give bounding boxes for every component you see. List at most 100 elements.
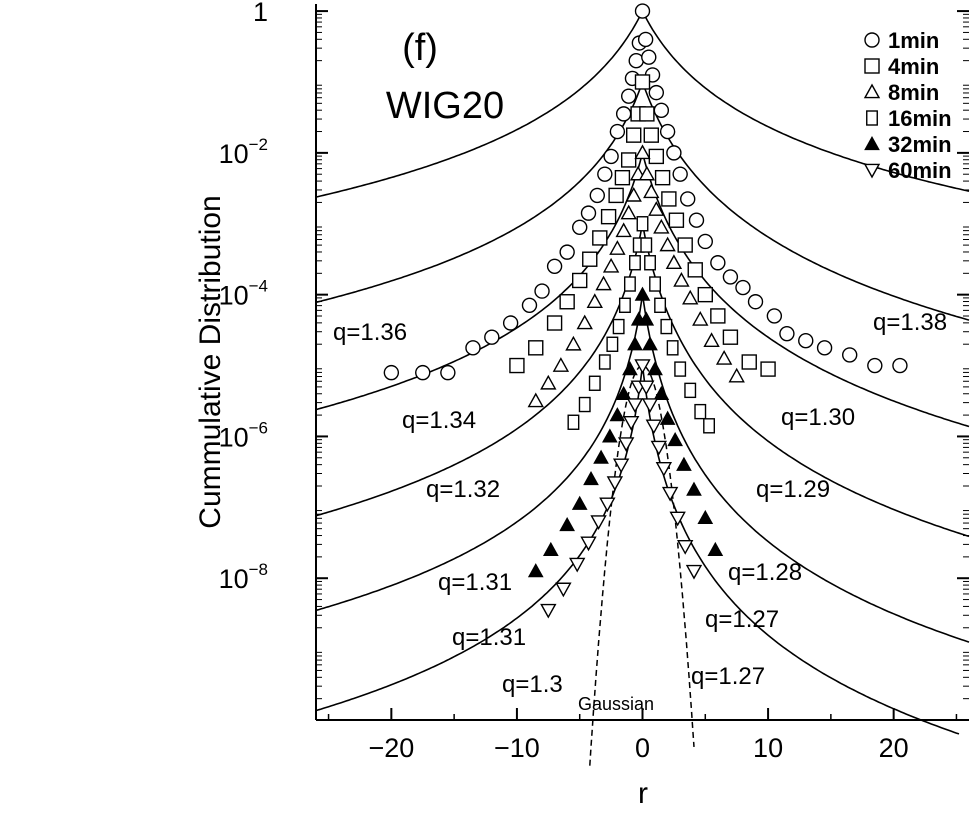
point-32min [542, 541, 559, 556]
y-tick-label: 1 [253, 0, 268, 27]
point-4min [592, 230, 608, 246]
legend-label-1min: 1min [888, 28, 939, 53]
series-16min [567, 216, 716, 434]
point-4min [668, 212, 685, 228]
point-16min [654, 297, 667, 313]
point-1min [521, 297, 538, 313]
point-1min [641, 49, 657, 65]
point-8min [595, 275, 612, 291]
point-60min [590, 515, 607, 530]
fit-curve [641, 223, 970, 538]
gaussian-line [589, 364, 695, 766]
point-1min [653, 102, 670, 119]
y-axis-label: Cummulative Distribution [194, 195, 227, 528]
fit-curve [641, 81, 970, 321]
point-32min [707, 541, 724, 556]
point-8min [673, 272, 690, 287]
point-16min [694, 403, 707, 420]
data-points [383, 3, 908, 619]
point-32min [627, 336, 643, 351]
point-1min [572, 219, 588, 236]
point-60min [638, 380, 655, 396]
panel-label: (f) [402, 27, 438, 69]
q-label: q=1.32 [426, 476, 500, 503]
point-32min [653, 385, 670, 401]
gaussian-label: Gaussian [578, 694, 654, 714]
point-60min [606, 476, 624, 491]
point-8min [643, 183, 660, 199]
point-8min [576, 314, 593, 330]
fit-curve [315, 294, 644, 612]
point-1min [546, 258, 563, 274]
series-4min [509, 74, 776, 377]
fit-curve [315, 81, 644, 304]
legend-label-8min: 8min [888, 80, 939, 105]
point-60min [617, 437, 635, 452]
point-16min [588, 375, 601, 391]
point-60min [580, 536, 597, 552]
series-8min [527, 144, 745, 408]
point-8min [527, 392, 544, 408]
point-1min [534, 283, 550, 299]
point-8min [634, 144, 651, 160]
point-60min [626, 398, 644, 413]
point-4min [528, 340, 544, 356]
point-16min [612, 318, 625, 335]
point-32min [676, 456, 692, 471]
point-1min [688, 212, 705, 228]
point-4min [741, 354, 757, 370]
point-4min [546, 315, 563, 331]
legend-marker-8min [863, 83, 881, 99]
point-8min [552, 357, 570, 372]
point-1min [766, 308, 783, 324]
point-32min [634, 286, 651, 301]
fit-curve [641, 365, 960, 735]
point-1min [589, 187, 605, 204]
point-4min [643, 127, 659, 143]
point-1min [659, 123, 676, 140]
point-8min [659, 236, 676, 252]
q-label: q=1.3 [502, 671, 563, 698]
point-8min [703, 332, 720, 348]
point-4min [608, 187, 624, 204]
point-4min [572, 272, 588, 289]
point-8min [602, 257, 620, 273]
point-4min [639, 106, 655, 122]
point-4min [600, 208, 617, 225]
point-60min [599, 497, 616, 513]
point-1min [440, 364, 456, 381]
point-8min [728, 367, 745, 383]
point-4min [614, 169, 631, 186]
legend-marker-1min [864, 32, 880, 48]
point-60min [655, 462, 673, 477]
point-4min [654, 169, 671, 186]
point-1min [415, 364, 431, 381]
point-32min [647, 361, 663, 376]
legend-label-4min: 4min [888, 54, 939, 79]
x-axis-label: r [638, 777, 648, 810]
point-32min [686, 481, 702, 496]
point-8min [615, 222, 632, 238]
legend-label-60min: 60min [888, 158, 952, 183]
series-1min [383, 3, 908, 381]
point-4min [582, 251, 598, 267]
point-32min [559, 517, 576, 532]
point-4min [648, 148, 665, 165]
point-1min [697, 233, 713, 250]
point-8min [609, 240, 626, 255]
point-8min [625, 186, 642, 202]
point-1min [637, 31, 654, 48]
point-1min [735, 279, 751, 296]
legend-label-32min: 32min [888, 132, 952, 157]
legend-marker-60min [863, 163, 881, 179]
q-label: q=1.31 [452, 624, 526, 651]
point-8min [586, 293, 603, 309]
point-1min [603, 148, 619, 165]
point-8min [620, 204, 637, 220]
q-label: q=1.27 [691, 663, 765, 690]
point-4min [760, 361, 776, 377]
point-4min [559, 294, 575, 310]
fit-curve [641, 10, 970, 192]
